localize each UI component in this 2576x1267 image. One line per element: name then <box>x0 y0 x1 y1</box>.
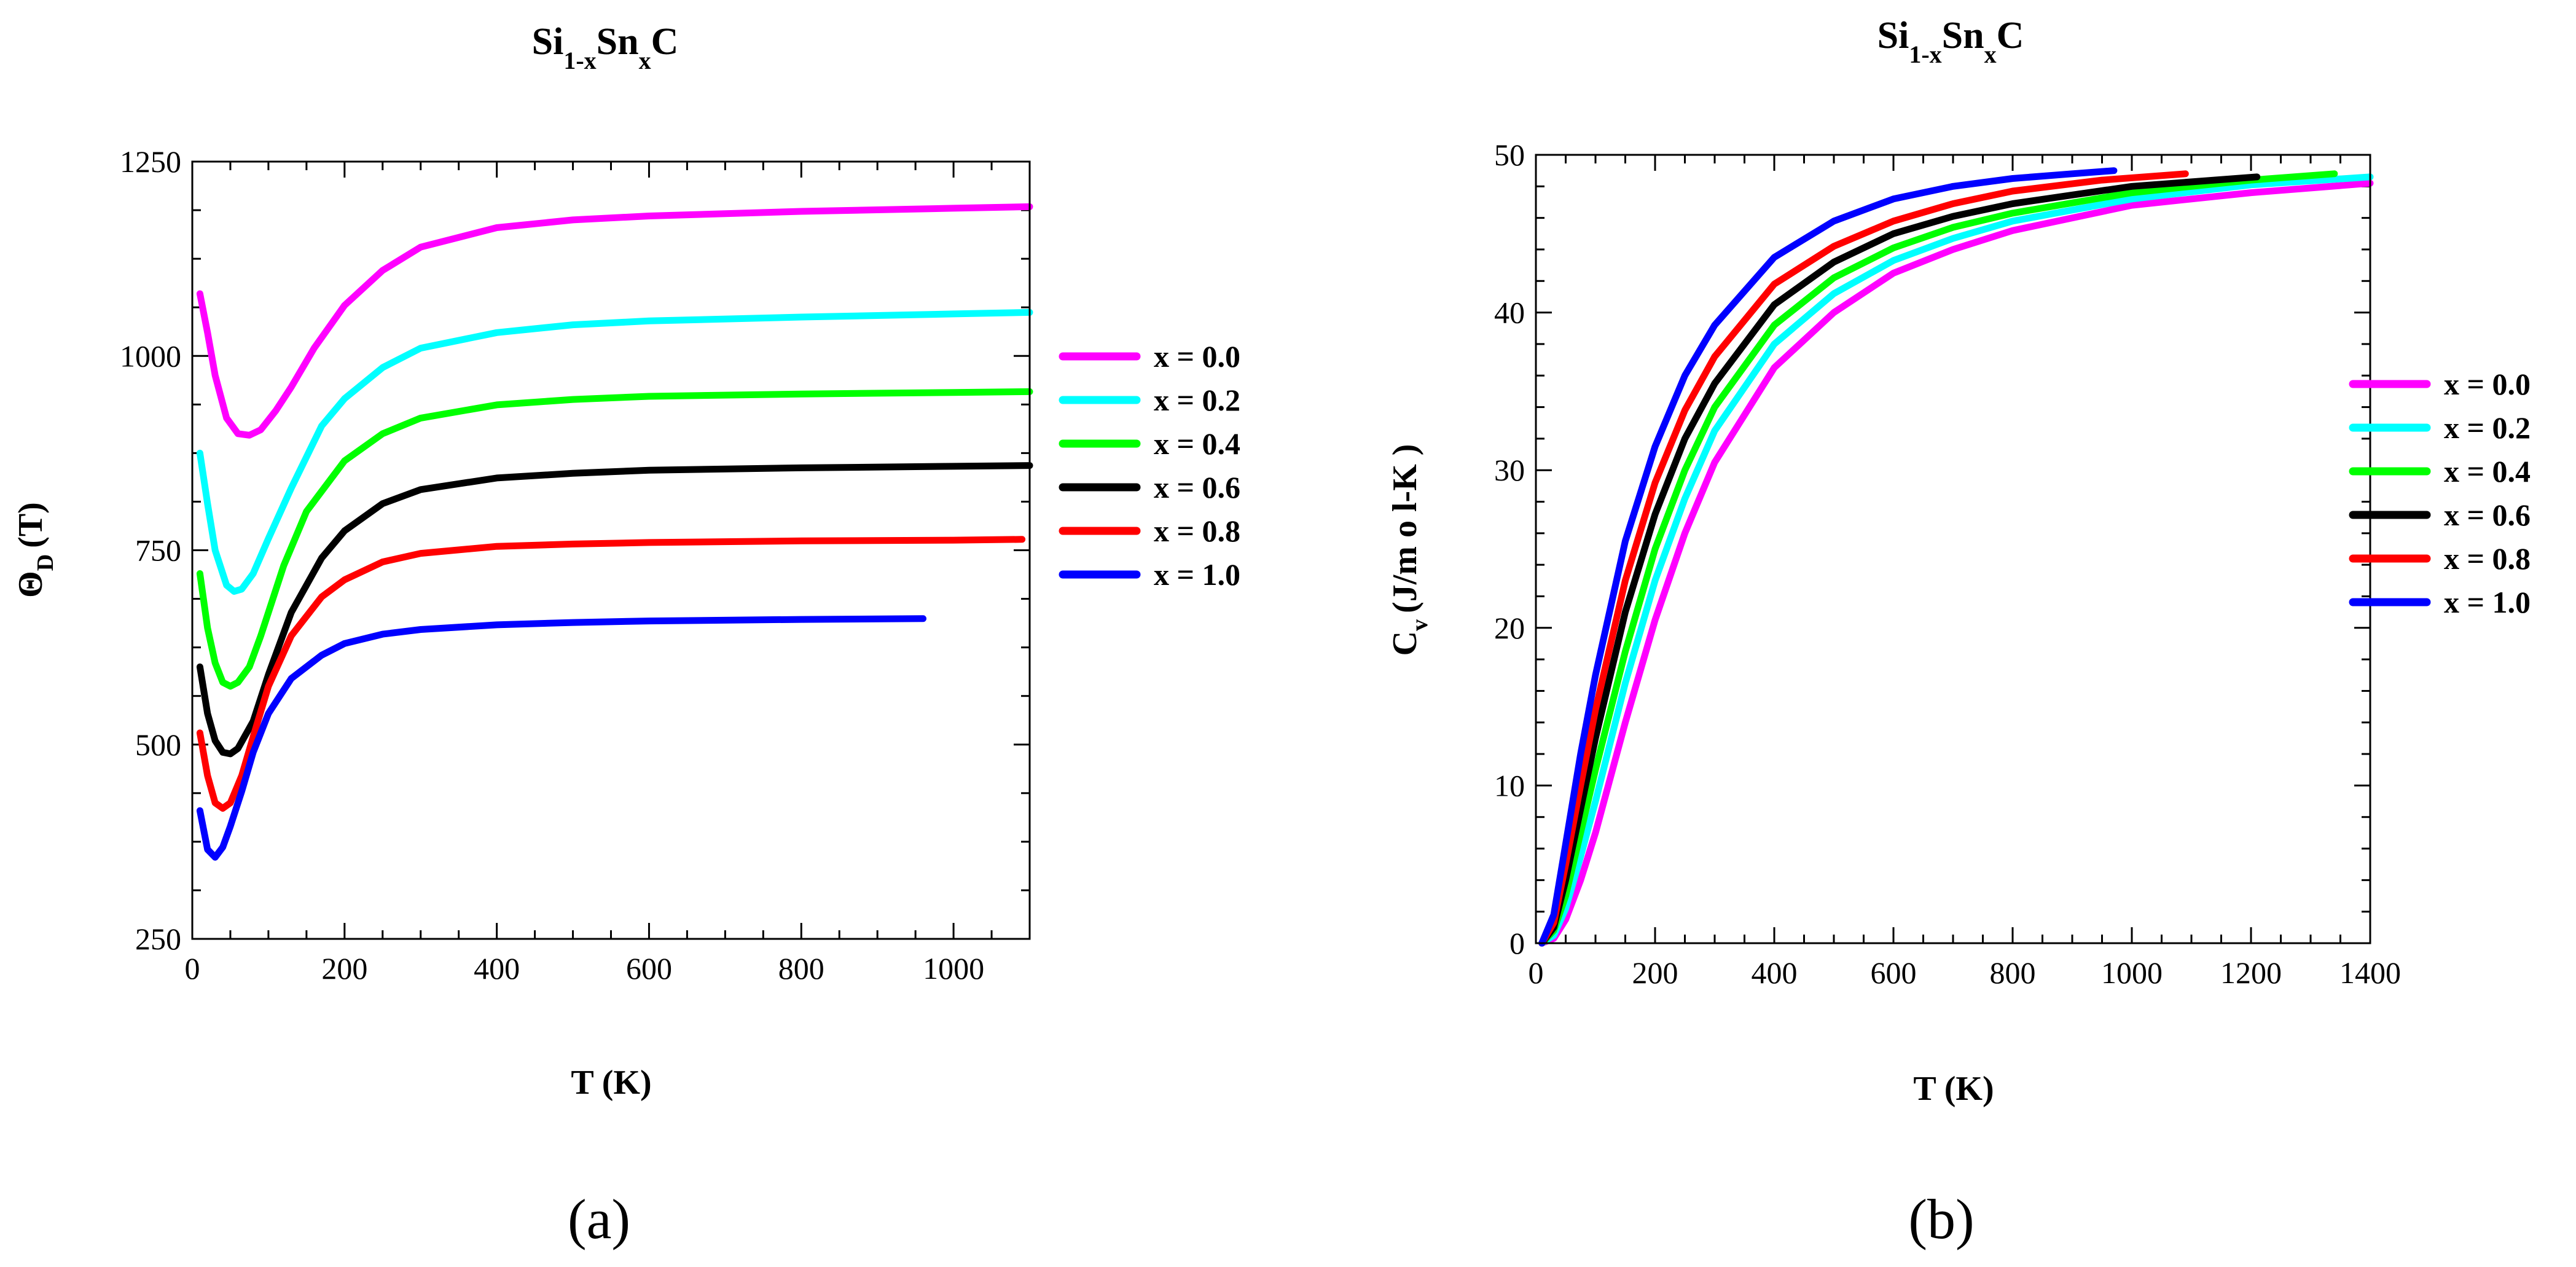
legend-item: x = 0.6 <box>1059 470 1240 504</box>
series-line-0-0 <box>196 203 1033 439</box>
series-line-0-8 <box>196 536 1026 812</box>
legend-item: x = 0.4 <box>2349 454 2531 488</box>
y-tick-label: 1250 <box>120 144 181 179</box>
legend-label: x = 0.8 <box>1154 514 1240 548</box>
y-tick-label: 40 <box>1494 296 1525 330</box>
y-tick-label: 250 <box>135 922 181 956</box>
series-line-1-0 <box>196 615 926 861</box>
series-line-0-8 <box>1538 170 2189 947</box>
legend-label: x = 1.0 <box>2444 585 2531 619</box>
panel-label-a: (a) <box>568 1188 630 1250</box>
x-tick-label: 0 <box>1529 955 1544 990</box>
legend-label: x = 0.0 <box>2444 367 2531 401</box>
chart-a-title: Si1-xSnxC <box>532 21 679 74</box>
series-line-0-6 <box>1538 173 2261 947</box>
legend-item: x = 1.0 <box>1059 557 1240 592</box>
legend-label: x = 0.6 <box>1154 470 1240 504</box>
legend-item: x = 1.0 <box>2349 585 2531 619</box>
series-line-0-4 <box>196 388 1033 690</box>
y-tick-label: 500 <box>135 728 181 762</box>
legend-item: x = 0.0 <box>1059 339 1240 374</box>
legend-item: x = 0.2 <box>1059 383 1240 417</box>
chart-b-title: Si1-xSnxC <box>1877 15 2024 68</box>
legend-label: x = 0.8 <box>2444 541 2531 576</box>
chart-b-series <box>1538 167 2374 947</box>
legend-item: x = 0.6 <box>2349 498 2531 532</box>
chart-b-xlabel: T (K) <box>1913 1070 1994 1108</box>
legend-item: x = 0.8 <box>1059 514 1240 548</box>
chart-a-ylabel: ΘD(T) <box>12 502 58 598</box>
chart-b-plot-frame <box>1535 154 2371 944</box>
y-tick-label: 50 <box>1494 138 1525 172</box>
legend-item: x = 0.2 <box>2349 410 2531 445</box>
series-line-0-2 <box>196 308 1033 595</box>
x-tick-label: 600 <box>626 951 672 986</box>
y-tick-label: 10 <box>1494 768 1525 802</box>
x-tick-label: 1000 <box>923 951 984 986</box>
legend-label: x = 0.4 <box>1154 426 1240 461</box>
x-tick-label: 400 <box>474 951 520 986</box>
panel-label-b: (b) <box>1908 1188 1974 1250</box>
x-tick-label: 800 <box>1990 955 2036 990</box>
legend-label: x = 0.2 <box>1154 383 1240 417</box>
chart-b: Si1-xSnxC 0 200 400 600 800 1000 1200 1400 0 10 20… <box>1386 15 2531 1250</box>
chart-a-series <box>196 203 1033 861</box>
chart-b-ylabel: Cv(J/m o l-K ) <box>1386 444 1433 656</box>
x-tick-label: 600 <box>1871 955 1917 990</box>
legend-item: x = 0.4 <box>1059 426 1240 461</box>
y-tick-label: 30 <box>1494 453 1525 487</box>
chart-a-legend: x = 0.0 x = 0.2 x = 0.4 x = 0.6 x = 0.8 x = 1… <box>1059 339 1240 592</box>
x-tick-label: 0 <box>185 951 200 986</box>
y-tick-label: 1000 <box>120 339 181 373</box>
x-tick-label: 400 <box>1752 955 1798 990</box>
legend-label: x = 0.0 <box>1154 339 1240 374</box>
series-line-0-4 <box>1538 170 2338 947</box>
series-line-1-0 <box>1538 167 2118 947</box>
x-tick-label: 1200 <box>2220 955 2282 990</box>
chart-b-tick-labels: 0 200 400 600 800 1000 1200 1400 0 10 20 30 40 50 <box>1494 138 2401 990</box>
y-tick-label: 750 <box>135 533 181 568</box>
legend-label: x = 0.6 <box>2444 498 2531 532</box>
x-tick-label: 1000 <box>2101 955 2163 990</box>
chart-a: Si1-xSnxC 0 200 400 600 800 1000 250 500 750 1000… <box>12 21 1240 1250</box>
chart-a-tick-labels: 0 200 400 600 800 1000 250 500 750 1000 1250 <box>120 144 984 986</box>
series-line-0-6 <box>196 462 1033 758</box>
chart-a-xlabel: T (K) <box>571 1064 651 1102</box>
chart-b-legend: x = 0.0 x = 0.2 x = 0.4 x = 0.6 x = 0.8 x = 1… <box>2349 367 2531 619</box>
legend-label: x = 1.0 <box>1154 557 1240 592</box>
chart-a-ticks <box>191 160 1031 940</box>
series-line-0-2 <box>1538 173 2374 947</box>
legend-label: x = 0.2 <box>2444 410 2531 445</box>
y-tick-label: 0 <box>1509 926 1525 960</box>
legend-label: x = 0.4 <box>2444 454 2531 488</box>
x-tick-label: 200 <box>1632 955 1678 990</box>
series-line-0-0 <box>1538 179 2374 947</box>
chart-b-ticks <box>1535 154 2371 944</box>
chart-a-plot-frame <box>191 160 1031 940</box>
x-tick-label: 200 <box>321 951 367 986</box>
x-tick-label: 1400 <box>2339 955 2401 990</box>
y-tick-label: 20 <box>1494 611 1525 645</box>
x-tick-label: 800 <box>778 951 824 986</box>
legend-item: x = 0.8 <box>2349 541 2531 576</box>
legend-item: x = 0.0 <box>2349 367 2531 401</box>
